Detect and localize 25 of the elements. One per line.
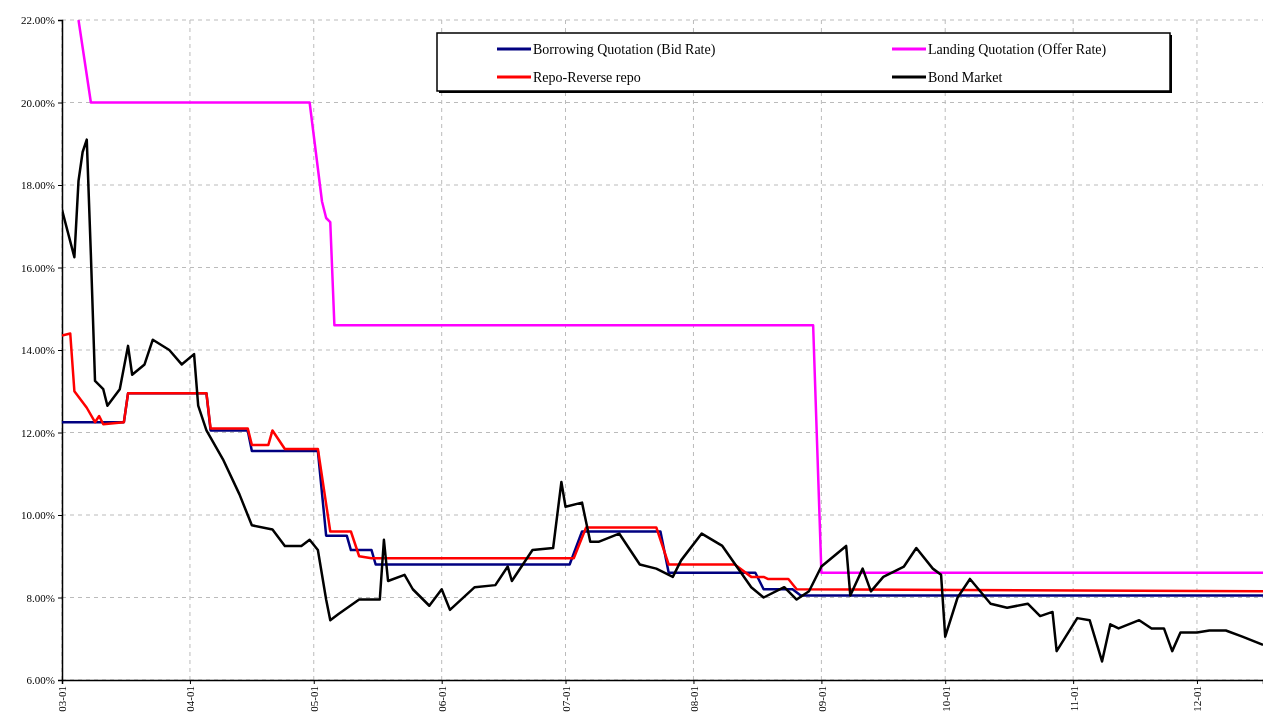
legend-label: Borrowing Quotation (Bid Rate) [533,41,716,58]
x-tick-label: 08-01 [687,686,700,712]
x-tick-label: 05-01 [308,686,321,712]
legend-label: Landing Quotation (Offer Rate) [928,41,1107,58]
y-tick-label: 10.00% [21,509,55,522]
line-series [77,18,1263,574]
y-tick-label: 20.00% [21,96,55,109]
x-tick-label: 06-01 [436,686,449,712]
line-series [62,332,1263,593]
x-tick-label: 11-01 [1067,686,1080,712]
x-tick-label: 09-01 [815,686,828,712]
y-tick-label: 22.00% [21,14,55,27]
x-tick-label: 10-01 [939,686,952,712]
y-tick-label: 14.00% [21,344,55,357]
y-tick-label: 6.00% [26,674,55,687]
x-tick-label: 07-01 [559,686,572,712]
x-tick-label: 03-01 [56,686,69,712]
legend-label: Repo-Reverse repo [533,69,641,85]
y-tick-label: 12.00% [21,426,55,439]
y-tick-label: 16.00% [21,261,55,274]
y-tick-label: 18.00% [21,179,55,192]
x-tick-label: 12-01 [1191,686,1204,712]
x-tick-label: 04-01 [184,686,197,712]
legend-label: Bond Market [928,69,1003,85]
y-tick-label: 8.00% [26,591,55,604]
